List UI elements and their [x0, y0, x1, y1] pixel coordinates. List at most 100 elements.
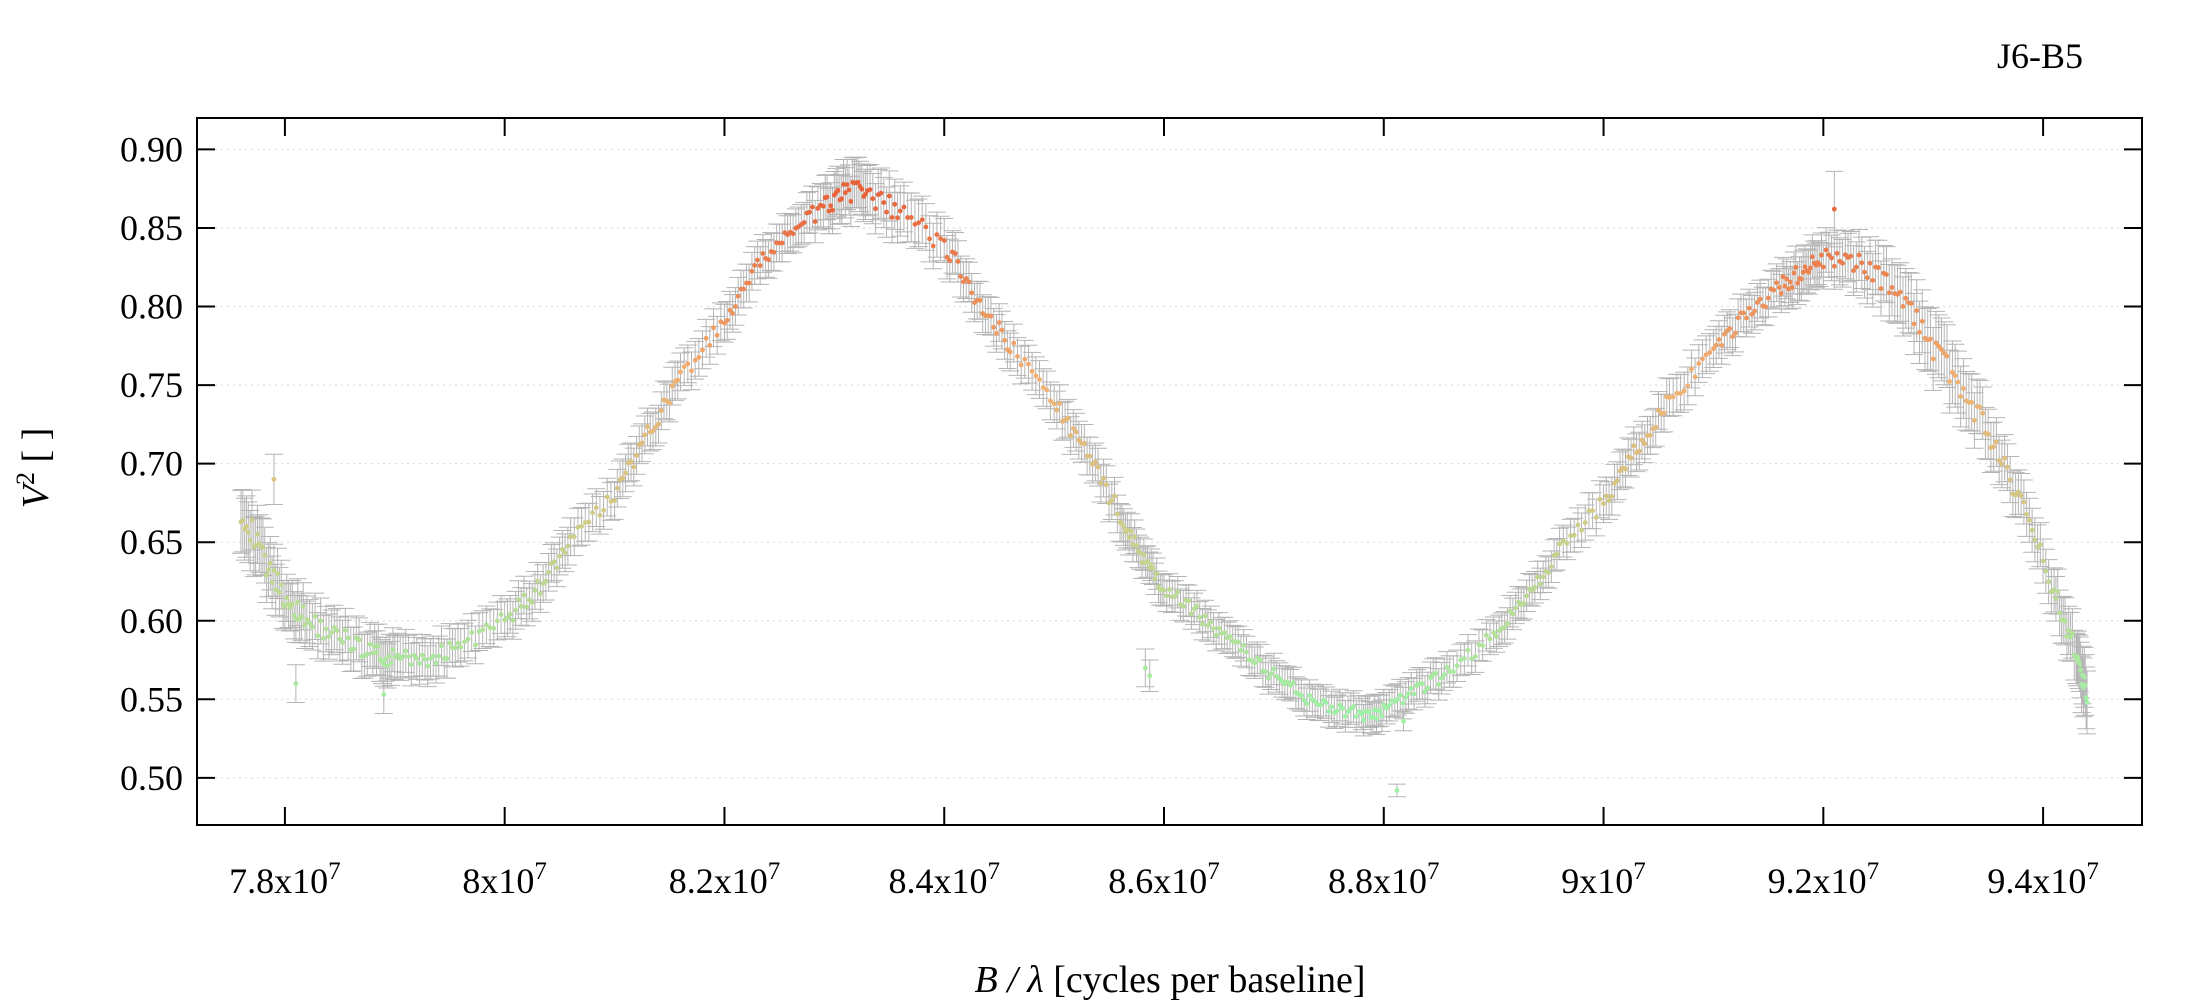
- data-point: [2037, 542, 2043, 548]
- data-point: [1771, 287, 1777, 293]
- data-point: [571, 534, 577, 540]
- data-point: [752, 263, 758, 268]
- data-point: [812, 219, 818, 224]
- y-axis-label-var: V: [15, 481, 57, 508]
- data-point: [461, 639, 467, 645]
- data-point: [628, 459, 634, 465]
- data-point: [2015, 489, 2021, 495]
- data-point: [1167, 587, 1172, 592]
- data-point: [863, 191, 868, 197]
- data-point: [1969, 400, 1975, 405]
- data-point: [1789, 285, 1795, 290]
- data-point: [419, 652, 425, 658]
- outlier-point: [1831, 206, 1837, 212]
- data-point: [1752, 308, 1758, 314]
- data-point: [1716, 337, 1722, 342]
- data-point: [1323, 700, 1329, 706]
- data-point: [452, 645, 458, 651]
- data-point: [1700, 356, 1705, 362]
- data-point: [1126, 534, 1132, 540]
- data-point: [658, 408, 664, 414]
- data-point: [586, 519, 592, 525]
- y-tick-label: 0.70: [120, 444, 183, 484]
- data-point: [901, 204, 907, 210]
- data-point: [487, 625, 493, 631]
- data-point: [1601, 501, 1606, 507]
- data-point: [1719, 342, 1725, 348]
- data-point: [614, 485, 620, 491]
- data-point: [1840, 260, 1845, 266]
- data-point: [718, 319, 724, 325]
- data-point: [1639, 437, 1645, 443]
- data-point: [1636, 448, 1642, 454]
- data-point: [444, 656, 450, 662]
- data-point: [1707, 350, 1713, 355]
- data-point: [403, 648, 409, 654]
- data-point: [1290, 680, 1296, 686]
- data-point: [1560, 538, 1566, 544]
- data-point: [367, 641, 373, 647]
- data-point: [1685, 383, 1691, 389]
- data-point: [535, 578, 541, 584]
- data-point: [309, 624, 315, 630]
- data-point: [1713, 342, 1719, 348]
- x-tick-label: 8.8x107: [1328, 858, 1440, 901]
- data-point: [1829, 255, 1834, 261]
- data-point: [1252, 660, 1258, 666]
- data-point: [741, 286, 747, 292]
- chart-title: J6-B5: [1997, 36, 2083, 76]
- x-tick-exponent: 7: [1207, 858, 1220, 885]
- data-point: [1875, 265, 1881, 270]
- data-point: [1353, 714, 1359, 719]
- data-point: [507, 611, 513, 617]
- data-point: [1546, 570, 1552, 575]
- x-tick-mantissa: 9.2x10: [1768, 861, 1867, 901]
- outlier-point: [1147, 673, 1153, 679]
- y-tick-label: 0.65: [120, 522, 183, 562]
- data-point: [323, 626, 329, 632]
- data-point: [1057, 401, 1063, 406]
- x-tick-mantissa: 8.4x10: [888, 861, 987, 901]
- data-point: [1831, 263, 1837, 269]
- data-point: [2057, 610, 2062, 616]
- data-point: [1564, 540, 1570, 546]
- data-point: [2083, 695, 2089, 701]
- data-point: [1735, 315, 1741, 321]
- data-point: [1051, 401, 1057, 407]
- data-point: [521, 592, 527, 598]
- data-point: [304, 617, 310, 622]
- data-point: [1186, 598, 1192, 604]
- data-point: [1119, 520, 1125, 526]
- x-tick-label: 8.2x107: [669, 858, 781, 901]
- data-point: [1476, 642, 1482, 648]
- data-point: [828, 203, 834, 209]
- data-point: [930, 243, 936, 249]
- data-point: [735, 293, 741, 299]
- data-point: [1372, 707, 1378, 713]
- data-point: [345, 635, 351, 641]
- data-point: [1483, 632, 1489, 638]
- data-point: [1189, 611, 1194, 616]
- data-point: [1819, 252, 1824, 258]
- data-point: [1582, 520, 1588, 525]
- data-point: [1326, 709, 1332, 714]
- x-tick-mantissa: 8x10: [462, 861, 534, 901]
- data-point: [582, 520, 588, 525]
- data-point: [1903, 295, 1909, 301]
- data-point: [1433, 671, 1439, 676]
- data-point: [961, 279, 966, 285]
- data-point: [315, 633, 321, 639]
- data-point: [608, 499, 614, 504]
- data-point: [529, 600, 535, 605]
- x-tick-mantissa: 8.2x10: [669, 861, 768, 901]
- data-point: [568, 534, 574, 540]
- data-point: [675, 377, 681, 383]
- data-point: [1411, 691, 1417, 697]
- data-point: [465, 636, 471, 642]
- data-point: [905, 215, 911, 220]
- data-point: [916, 220, 921, 226]
- data-point: [2068, 634, 2073, 640]
- data-point: [375, 643, 381, 649]
- data-point: [1124, 527, 1130, 533]
- data-point: [844, 182, 850, 188]
